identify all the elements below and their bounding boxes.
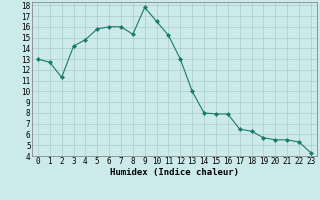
X-axis label: Humidex (Indice chaleur): Humidex (Indice chaleur): [110, 168, 239, 177]
